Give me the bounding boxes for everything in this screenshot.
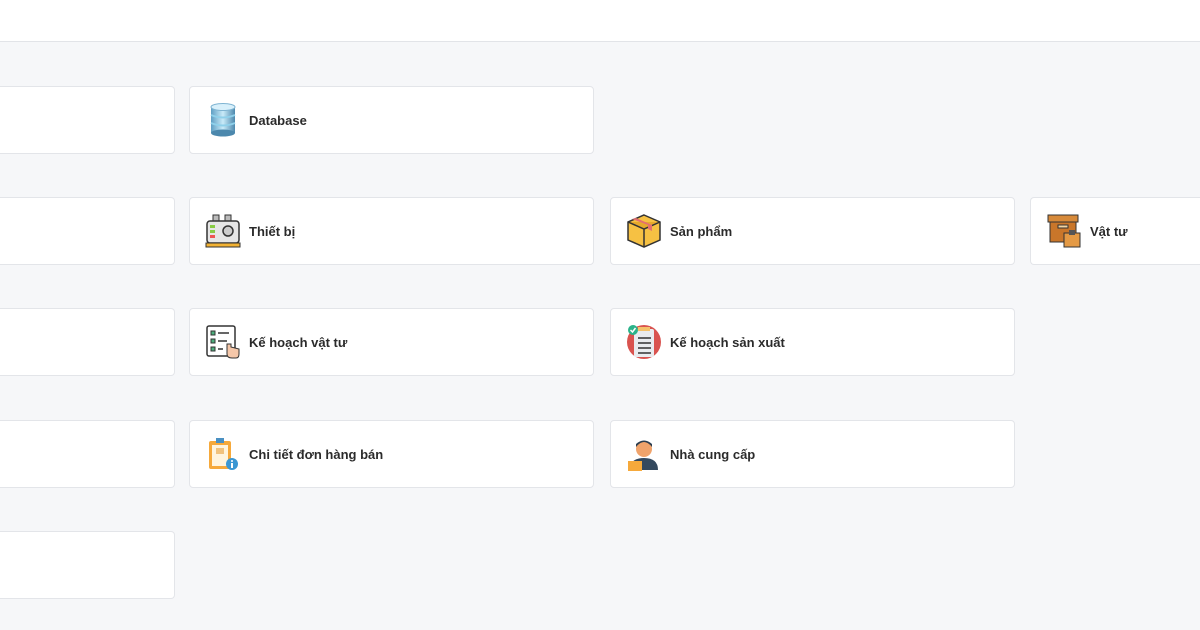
module-card-chi-tiet-don-hang-ban[interactable]: Chi tiết đơn hàng bán	[189, 420, 594, 488]
module-card-database[interactable]: Database	[189, 86, 594, 154]
supplier-icon	[626, 436, 662, 472]
module-card-thiet-bi[interactable]: Thiết bị	[189, 197, 594, 265]
module-card-ke-hoach-san-xuat[interactable]: Kế hoạch sản xuất	[610, 308, 1015, 376]
production-plan-icon	[626, 324, 662, 360]
module-label: Vật tư	[1090, 223, 1128, 239]
module-label: Kế hoạch vật tư	[249, 334, 348, 350]
module-card-offscreen-2[interactable]	[0, 197, 175, 265]
clipboard-info-icon	[205, 436, 241, 472]
box-icon	[626, 213, 662, 249]
materials-box-icon	[1046, 213, 1082, 249]
module-label: Database	[249, 112, 307, 128]
module-card-offscreen-1[interactable]	[0, 86, 175, 154]
module-label: Nhà cung cấp	[670, 446, 756, 462]
module-label: Chi tiết đơn hàng bán	[249, 446, 384, 462]
module-card-ke-hoach-vat-tu[interactable]: Kế hoạch vật tư	[189, 308, 594, 376]
machine-icon	[205, 213, 241, 249]
checklist-icon	[205, 324, 241, 360]
module-label: Kế hoạch sản xuất	[670, 334, 785, 350]
database-icon	[205, 102, 241, 138]
module-card-san-pham[interactable]: Sản phẩm	[610, 197, 1015, 265]
top-bar	[0, 0, 1200, 42]
module-card-offscreen-3[interactable]	[0, 308, 175, 376]
module-card-nha-cung-cap[interactable]: Nhà cung cấp	[610, 420, 1015, 488]
module-label: Sản phẩm	[670, 223, 733, 239]
module-card-vat-tu[interactable]: Vật tư	[1030, 197, 1200, 265]
module-label: Thiết bị	[249, 223, 296, 239]
module-card-offscreen-5[interactable]	[0, 531, 175, 599]
module-card-offscreen-4[interactable]	[0, 420, 175, 488]
